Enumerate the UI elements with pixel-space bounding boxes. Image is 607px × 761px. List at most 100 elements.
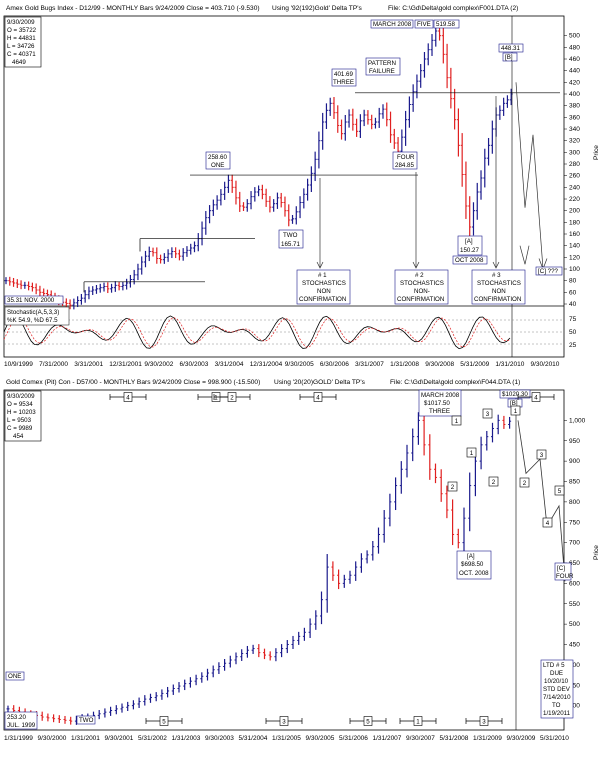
bottom-info-box [4, 390, 42, 442]
cycle-box [413, 716, 423, 726]
cycle-number: 3 [482, 719, 486, 726]
svg-text:CONFIRMATION: CONFIRMATION [397, 296, 444, 303]
bottom-y-tick: 650 [569, 560, 580, 567]
top-info-box [4, 16, 42, 68]
svg-text:448.31: 448.31 [501, 45, 520, 52]
svg-text:THREE: THREE [333, 79, 354, 86]
bottom-overlay [515, 392, 566, 730]
top-y-tick: 340 [569, 126, 580, 133]
top-annotation-b-value: 448.31 [498, 43, 524, 53]
svg-text:MARCH 2008: MARCH 2008 [421, 392, 460, 399]
svg-text:35.31 NOV. 2000: 35.31 NOV. 2000 [7, 297, 55, 304]
svg-text:$1017.50: $1017.50 [424, 400, 450, 407]
bottom-wave-labels: 1 2 1 2 3 1 2 3 4 5 [447, 405, 565, 528]
top-annotation-c: [C] ??? [535, 266, 563, 276]
wave-number: 1 [455, 418, 459, 425]
top-y-tick: 80 [569, 278, 577, 285]
svg-text:[C] ???: [C] ??? [538, 268, 559, 275]
svg-text:10/20/10: 10/20/10 [544, 678, 569, 685]
svg-text:ONE: ONE [8, 673, 21, 680]
svg-text:MARCH 2008: MARCH 2008 [373, 21, 412, 28]
svg-text:FOUR: FOUR [397, 154, 415, 161]
bottom-annotation-low: 253.20 JUL. 1999 [4, 711, 38, 730]
top-x-tick: 1/31/2010 [495, 361, 524, 368]
svg-text:[A]: [A] [467, 553, 475, 560]
top-stoch-note-2: # 2 STOCHASTICS NON- CONFIRMATION [394, 269, 449, 305]
top-y-tick: 460 [569, 56, 580, 63]
wave-number: 1 [514, 408, 518, 415]
cycle-number: 1 [416, 719, 420, 726]
wave-box [519, 477, 530, 488]
cycle-number: 3 [282, 719, 286, 726]
top-x-tick: 10/9/1999 [4, 361, 33, 368]
wave-box [447, 481, 458, 492]
bottom-projection [517, 420, 566, 582]
stoch-label-box [4, 306, 70, 326]
top-annotation-two: TWO 165.71 [278, 229, 304, 249]
bottom-info-line: L = 9503 [7, 417, 32, 424]
bottom-x-tick: 5/31/2004 [239, 735, 268, 742]
wave-box [466, 447, 477, 458]
top-y-tick: 200 [569, 208, 580, 215]
svg-text:253.20: 253.20 [7, 714, 26, 721]
top-y-tick: 400 [569, 91, 580, 98]
bottom-y-tick: 400 [569, 662, 580, 669]
svg-text:ONE: ONE [211, 162, 224, 169]
svg-text:# 1: # 1 [318, 272, 327, 279]
bottom-x-tick: 9/30/2005 [306, 735, 335, 742]
bottom-y-tick: 950 [569, 438, 580, 445]
top-y-tick: 440 [569, 68, 580, 75]
bottom-x-tick: 1/31/2003 [172, 735, 201, 742]
bottom-x-tick: 1/31/1999 [4, 735, 33, 742]
cycle-box [279, 716, 289, 726]
wave-box [554, 485, 565, 496]
cycle-box [159, 716, 169, 726]
svg-text:# 2: # 2 [415, 272, 424, 279]
top-x-tick: 3/31/2001 [74, 361, 103, 368]
wave-number: 1 [470, 450, 474, 457]
stoch-label: Stochastic(A,5,3,3) [7, 309, 59, 316]
svg-text:OCT. 2008: OCT. 2008 [459, 570, 489, 577]
svg-text:TWO: TWO [283, 232, 298, 239]
svg-text:258.60: 258.60 [208, 154, 227, 161]
top-y-tick: 140 [569, 243, 580, 250]
wave-number: 5 [558, 488, 562, 495]
bottom-y-tick: 900 [569, 458, 580, 465]
top-annotation-one: 258.60 ONE [205, 151, 231, 170]
top-title: Amex Gold Bugs Index - D12/99 - MONTHLY … [6, 5, 260, 12]
top-annotation-three: 401.69 THREE [331, 68, 357, 87]
top-info-line: 9/30/2009 [7, 19, 35, 26]
bottom-y-tick: 550 [569, 601, 580, 608]
top-y-tick: 380 [569, 103, 580, 110]
bottom-x-tick: 1/31/2009 [473, 735, 502, 742]
bottom-y-tick: 300 [569, 703, 580, 710]
top-annotation-five: FIVE [414, 19, 434, 29]
top-annotation-b: [B] [502, 52, 518, 62]
svg-text:OCT 2008: OCT 2008 [455, 257, 484, 264]
cycle-box [123, 392, 133, 402]
svg-text:[B]: [B] [505, 54, 513, 61]
top-y-tick: 420 [569, 79, 580, 86]
bottom-using: Using '20(20)GOLD' Delta TP's [274, 379, 366, 386]
top-y-label: Price [593, 145, 600, 160]
svg-text:CONFIRMATION: CONFIRMATION [474, 296, 521, 303]
top-info-line: L = 34726 [7, 43, 35, 50]
top-y-tick: 220 [569, 196, 580, 203]
bottom-annotation-one: ONE [5, 671, 25, 681]
cycle-box [479, 716, 489, 726]
wave-box [482, 408, 493, 419]
top-y-tick: 120 [569, 254, 580, 261]
top-y-tick: 360 [569, 114, 580, 121]
svg-text:THREE: THREE [429, 408, 450, 415]
svg-text:FIVE: FIVE [417, 21, 431, 28]
top-y-tick: 260 [569, 173, 580, 180]
top-x-tick: 12/31/2004 [250, 361, 283, 368]
cycle-number: 5 [162, 719, 166, 726]
svg-text:NON: NON [317, 288, 331, 295]
top-annotation-march-2008: MARCH 2008 [370, 19, 414, 29]
bottom-x-ticks: 1/31/1999 9/30/2000 1/31/2001 9/30/2001 5/31… [4, 735, 569, 742]
wave-number: 3 [486, 411, 490, 418]
top-x-tick: 12/31/2001 [109, 361, 142, 368]
wave-number: 2 [492, 479, 496, 486]
